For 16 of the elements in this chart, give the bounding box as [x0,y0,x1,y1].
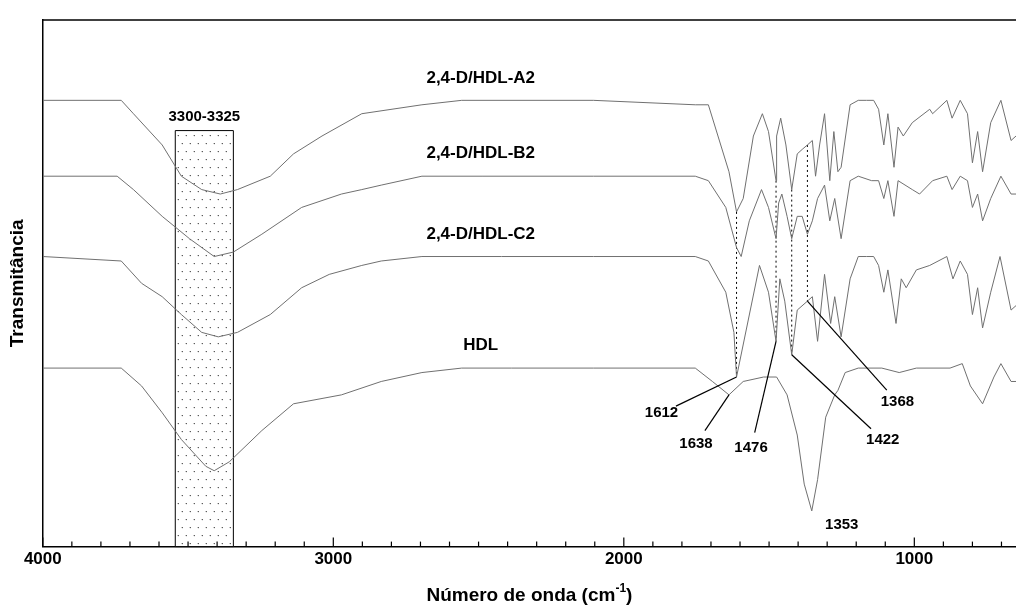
series-label: 2,4-D/HDL-C2 [426,223,536,243]
series-label: 2,4-D/HDL-B2 [426,143,536,163]
annotation: 1638 [679,434,713,452]
annotation: 1476 [734,438,768,456]
y-axis-title: Transmitância [5,218,27,348]
x-tick-label: 2000 [604,549,643,569]
x-tick-label: 3000 [314,549,353,569]
series-label: 2,4-D/HDL-A2 [426,67,536,87]
series-label: HDL [463,335,499,355]
annotation: 1368 [880,392,915,410]
annotation: 1612 [644,403,679,421]
annotation: 1353 [825,515,859,533]
band-label: 3300-3325 [168,106,241,124]
annotation: 1422 [866,429,900,447]
x-tick-label: 1000 [895,549,934,569]
x-tick-label: 4000 [23,549,62,569]
